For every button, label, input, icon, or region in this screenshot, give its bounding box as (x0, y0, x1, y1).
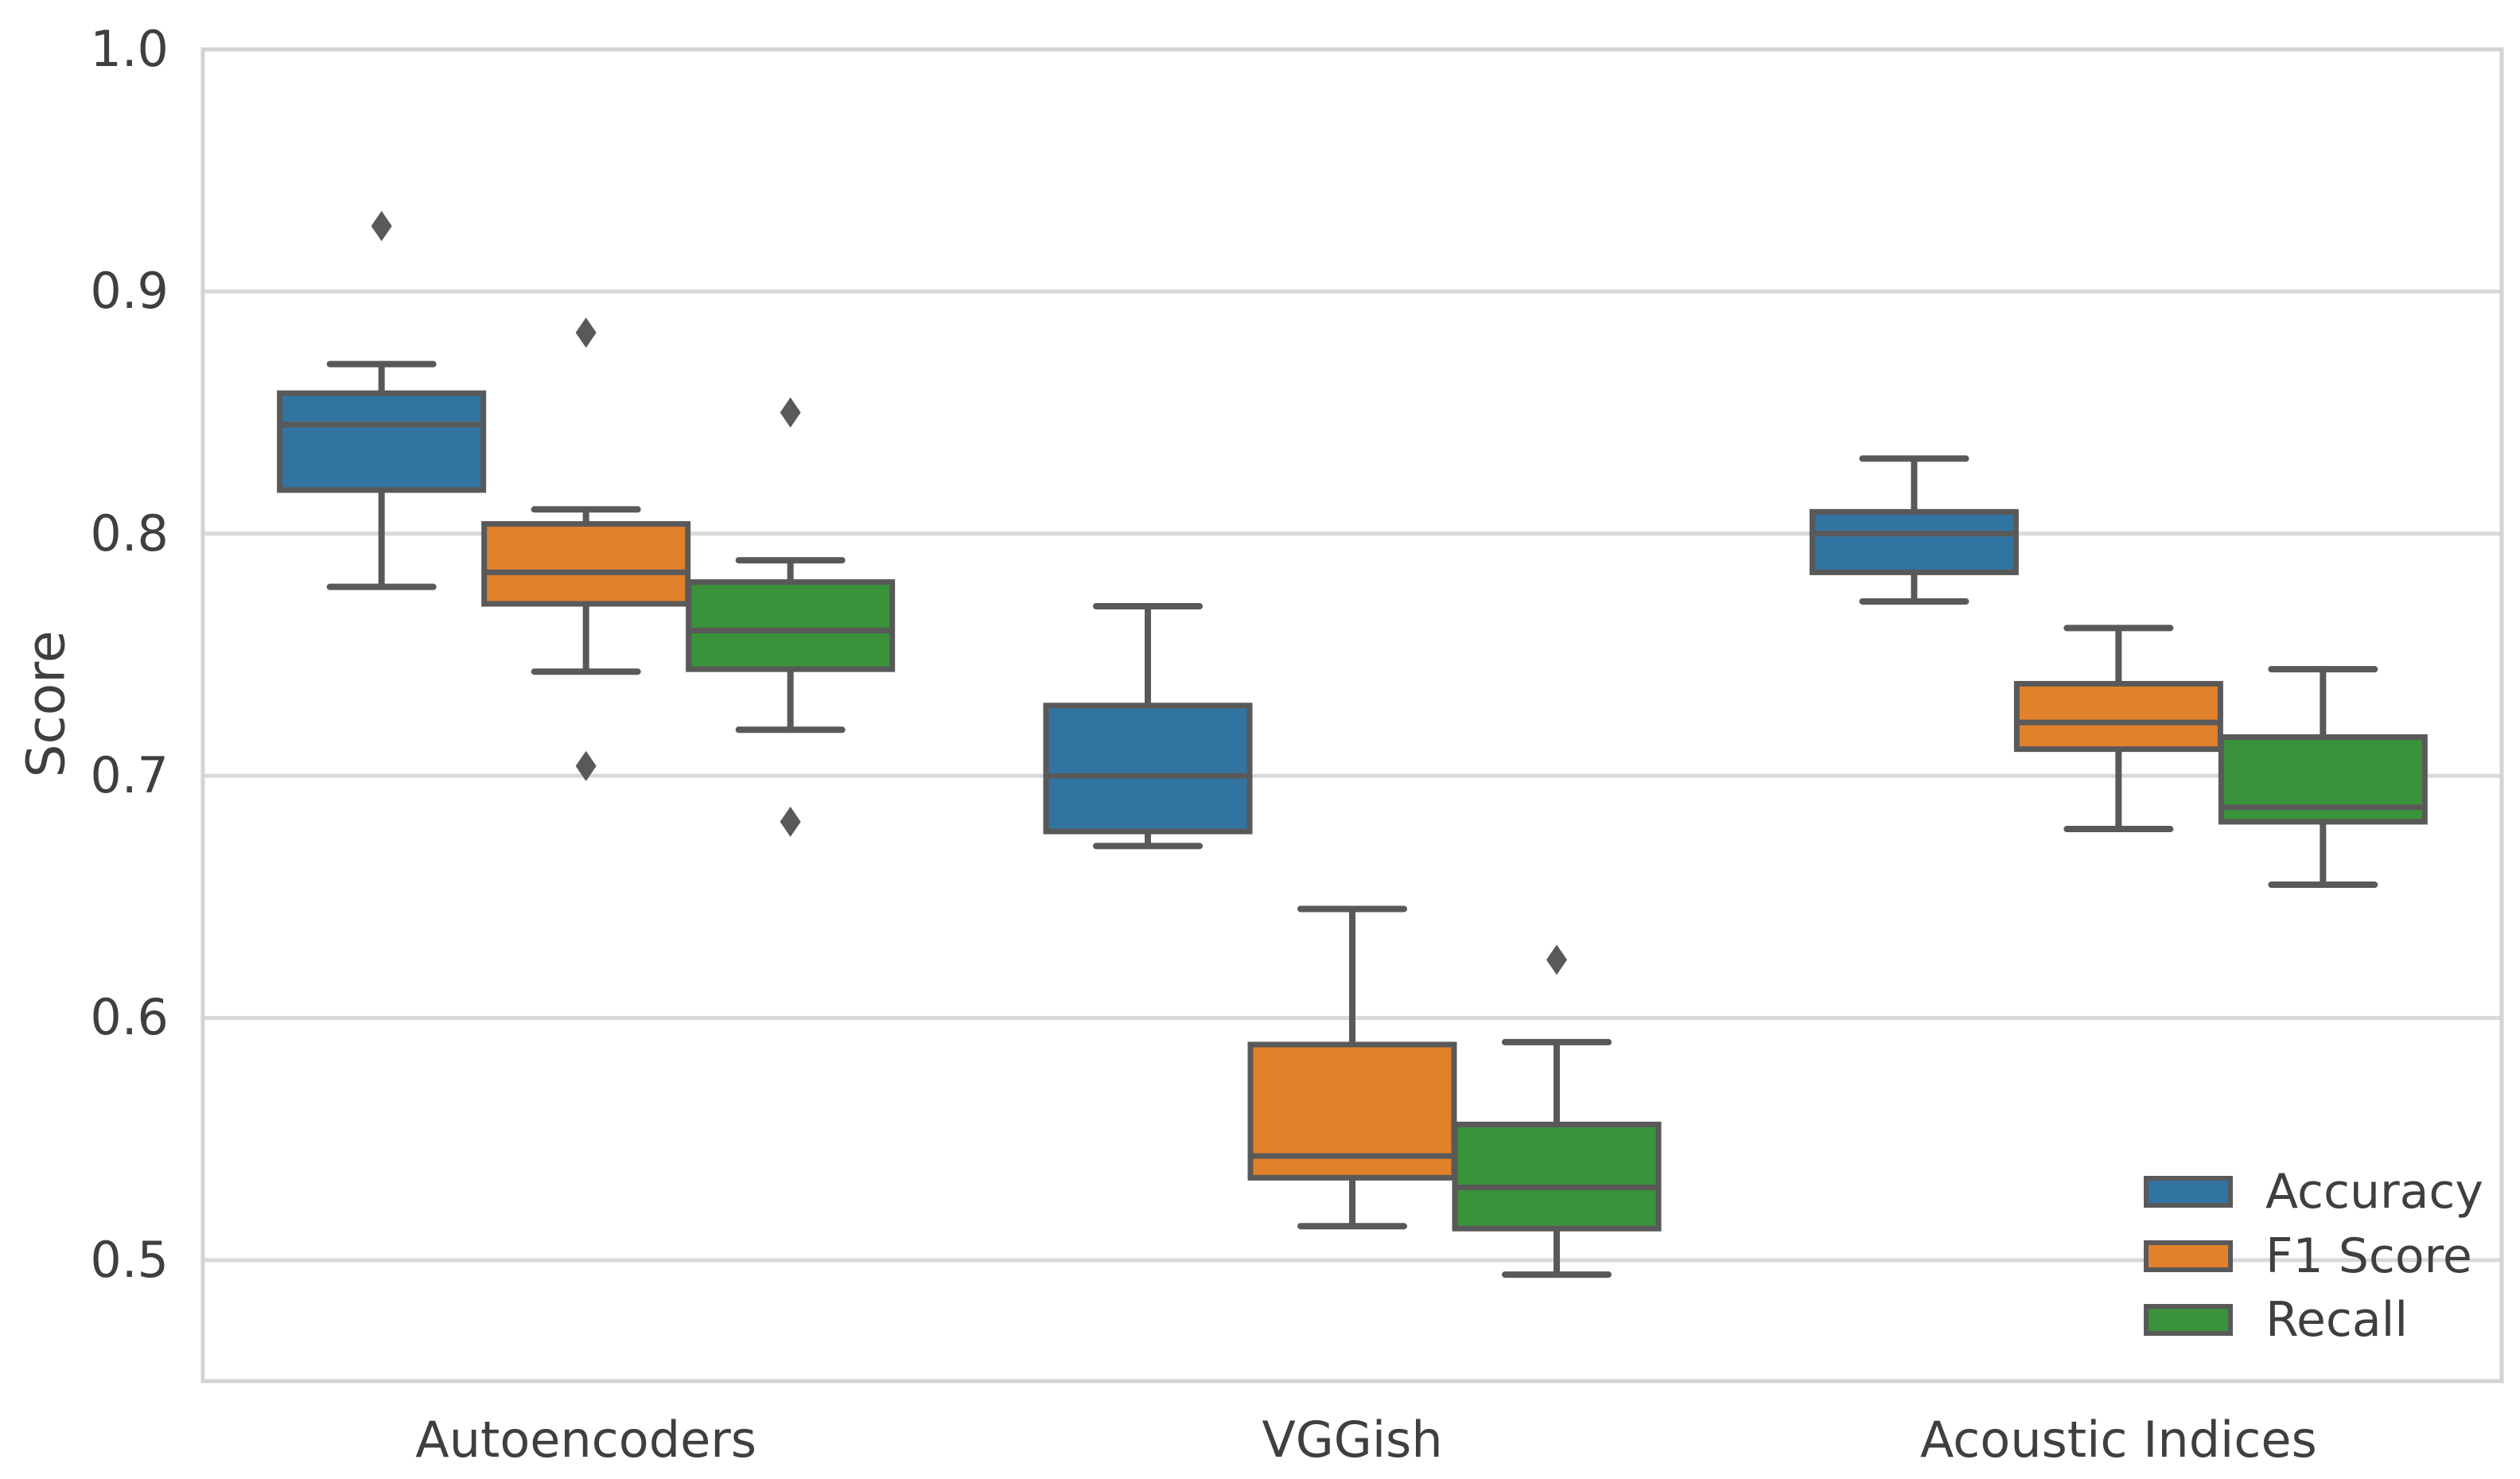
y-tick-label-0.5: 0.5 (90, 1230, 169, 1289)
box-accuracy-acoustic-indices (1809, 508, 2019, 575)
box-f1-score-acoustic-indices (2013, 680, 2223, 753)
y-tick-label-1.0: 1.0 (90, 20, 169, 78)
legend-row-accuracy: Accuracy (2144, 1164, 2483, 1220)
x-category-label-acoustic-indices: Acoustic Indices (1919, 1411, 2317, 1469)
outlier-diamond-recall-autoencoders-1 (780, 806, 801, 837)
box-accuracy-autoencoders (277, 390, 487, 493)
legend-swatch-recall (2144, 1304, 2233, 1336)
outlier-diamond-recall-vggish-0 (1546, 944, 1567, 975)
outlier-diamond-f1-score-autoencoders-1 (575, 750, 597, 781)
box-f1-score-autoencoders (481, 521, 691, 607)
x-category-label-autoencoders: Autoencoders (415, 1411, 756, 1469)
box-recall-vggish (1452, 1121, 1662, 1232)
outlier-diamond-accuracy-autoencoders-0 (371, 211, 392, 242)
y-tick-label-0.7: 0.7 (90, 746, 169, 805)
box-recall-autoencoders (686, 579, 896, 672)
y-tick-label-0.6: 0.6 (90, 988, 169, 1047)
y-tick-label-0.9: 0.9 (90, 262, 169, 321)
legend-swatch-f1-score (2144, 1240, 2233, 1272)
legend-row-f1-score: F1 Score (2144, 1228, 2472, 1284)
legend-row-recall: Recall (2144, 1292, 2409, 1348)
legend-label: Accuracy (2265, 1164, 2483, 1220)
legend-label: F1 Score (2265, 1228, 2472, 1284)
axes-frame (200, 47, 2504, 1384)
outlier-diamond-f1-score-autoencoders-0 (575, 317, 597, 348)
x-category-label-vggish: VGGish (1262, 1411, 1443, 1469)
outlier-diamond-recall-autoencoders-0 (780, 397, 801, 428)
y-tick-label-0.8: 0.8 (90, 504, 169, 562)
legend-label: Recall (2265, 1292, 2409, 1348)
box-accuracy-vggish (1043, 703, 1253, 835)
legend-swatch-accuracy (2144, 1176, 2233, 1208)
